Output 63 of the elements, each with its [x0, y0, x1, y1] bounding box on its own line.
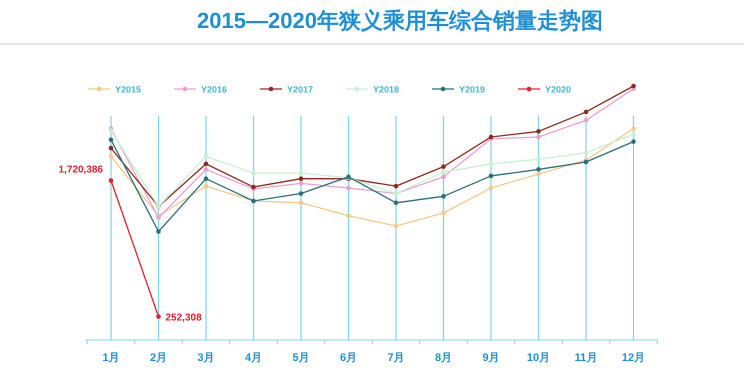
x-tick-label: 9月 [482, 352, 500, 364]
point [631, 139, 636, 144]
legend-label: Y2016 [201, 84, 228, 94]
point [536, 167, 541, 172]
x-tick-label: 10月 [526, 352, 550, 364]
x-tick-label: 6月 [340, 352, 358, 364]
x-tick-label: 5月 [292, 352, 310, 364]
x-tick-label: 3月 [197, 352, 215, 364]
point [346, 186, 351, 190]
point [108, 154, 114, 159]
point [298, 191, 304, 196]
point [536, 156, 541, 162]
point [631, 126, 636, 131]
point [204, 176, 208, 181]
x-tick-label: 11月 [574, 352, 598, 364]
point [298, 181, 304, 186]
legend-label: Y2017 [287, 84, 314, 94]
point [584, 110, 588, 114]
point [441, 170, 446, 175]
point [584, 150, 588, 156]
point [394, 184, 398, 188]
point [441, 210, 446, 216]
point [108, 146, 114, 150]
point [488, 162, 494, 166]
point [204, 184, 208, 188]
point [108, 178, 114, 183]
data-label: 252,308 [166, 312, 202, 324]
point [441, 174, 446, 180]
point [298, 176, 304, 181]
chart-title: 2015—2020年狭义乘用车综合销量走势图 [197, 8, 603, 33]
point [394, 224, 398, 228]
legend-label: Y2020 [545, 84, 572, 94]
x-tick-label: 12月 [622, 352, 646, 364]
point [346, 213, 351, 218]
point [488, 186, 494, 190]
legend-label: Y2015 [115, 84, 142, 94]
point [156, 314, 161, 319]
point [108, 137, 114, 142]
point [536, 129, 541, 134]
x-tick-label: 1月 [102, 352, 120, 364]
legend-label: Y2019 [459, 84, 486, 94]
x-tick-label: 2月 [150, 352, 168, 364]
point [298, 200, 304, 206]
point [204, 154, 208, 159]
point [584, 118, 588, 123]
point [536, 172, 541, 176]
data-label: 1,720,386 [58, 164, 104, 176]
point [204, 167, 208, 172]
point [204, 162, 208, 166]
x-tick-label: 7月 [387, 352, 405, 364]
x-tick-label: 4月 [244, 352, 262, 364]
x-tick-label: 8月 [434, 352, 452, 364]
point [441, 194, 446, 199]
point [441, 164, 446, 169]
point [251, 170, 256, 176]
legend-label: Y2018 [373, 84, 400, 94]
point [631, 132, 636, 137]
point [536, 134, 541, 140]
point [631, 84, 636, 88]
point [394, 200, 398, 206]
point [298, 170, 304, 176]
point [488, 174, 494, 178]
point [156, 229, 161, 234]
